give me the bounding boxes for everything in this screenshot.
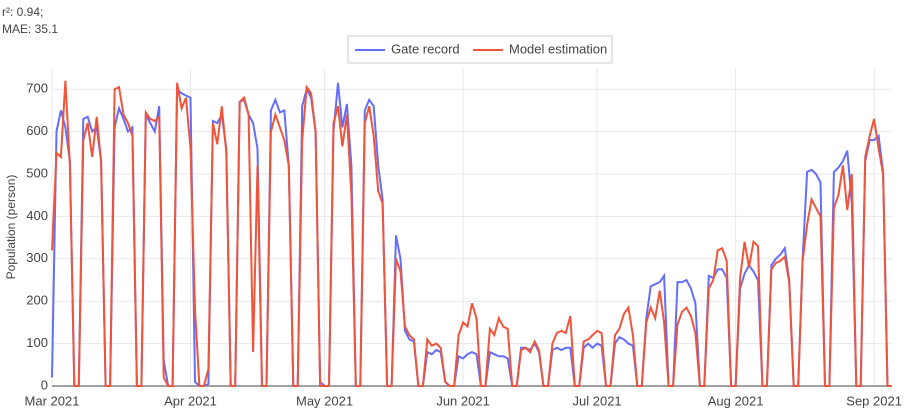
y-axis-title: Population (person) — [4, 175, 18, 280]
y-tick-label: 400 — [26, 208, 48, 223]
x-tick-label: Aug 2021 — [708, 393, 764, 408]
legend-label: Gate record — [391, 41, 460, 56]
y-tick-label: 100 — [26, 335, 48, 350]
y-tick-label: 200 — [26, 293, 48, 308]
x-tick-label: May 2021 — [296, 393, 353, 408]
x-tick-label: Mar 2021 — [25, 393, 80, 408]
y-tick-label: 600 — [26, 123, 48, 138]
annotation: r²: 0.94; — [2, 5, 43, 19]
x-tick-label: Jun 2021 — [436, 393, 490, 408]
y-tick-label: 700 — [26, 81, 48, 96]
y-tick-label: 500 — [26, 165, 48, 180]
legend-label: Model estimation — [509, 41, 607, 56]
y-tick-label: 0 — [41, 377, 48, 392]
annotation: MAE: 35.1 — [2, 22, 58, 36]
legend: Gate record Model estimation — [355, 41, 607, 56]
x-tick-label: Apr 2021 — [164, 393, 217, 408]
data-line — [51, 80, 892, 387]
y-tick-label: 300 — [26, 250, 48, 265]
x-tick-label: Jul 2021 — [573, 393, 622, 408]
data-line — [51, 82, 892, 387]
x-tick-label: Sep 2021 — [846, 393, 902, 408]
